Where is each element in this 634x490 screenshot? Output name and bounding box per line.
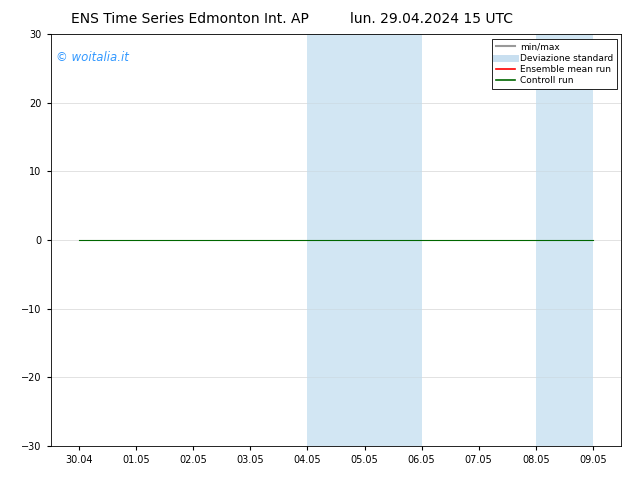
Text: © woitalia.it: © woitalia.it — [56, 51, 129, 64]
Bar — [307, 34, 422, 446]
Text: ENS Time Series Edmonton Int. AP: ENS Time Series Edmonton Int. AP — [71, 12, 309, 26]
Bar — [536, 34, 593, 446]
Bar — [365, 34, 422, 446]
Bar — [536, 34, 564, 446]
Bar — [307, 34, 365, 446]
Bar — [564, 34, 593, 446]
Text: lun. 29.04.2024 15 UTC: lun. 29.04.2024 15 UTC — [349, 12, 513, 26]
Legend: min/max, Deviazione standard, Ensemble mean run, Controll run: min/max, Deviazione standard, Ensemble m… — [492, 39, 617, 89]
